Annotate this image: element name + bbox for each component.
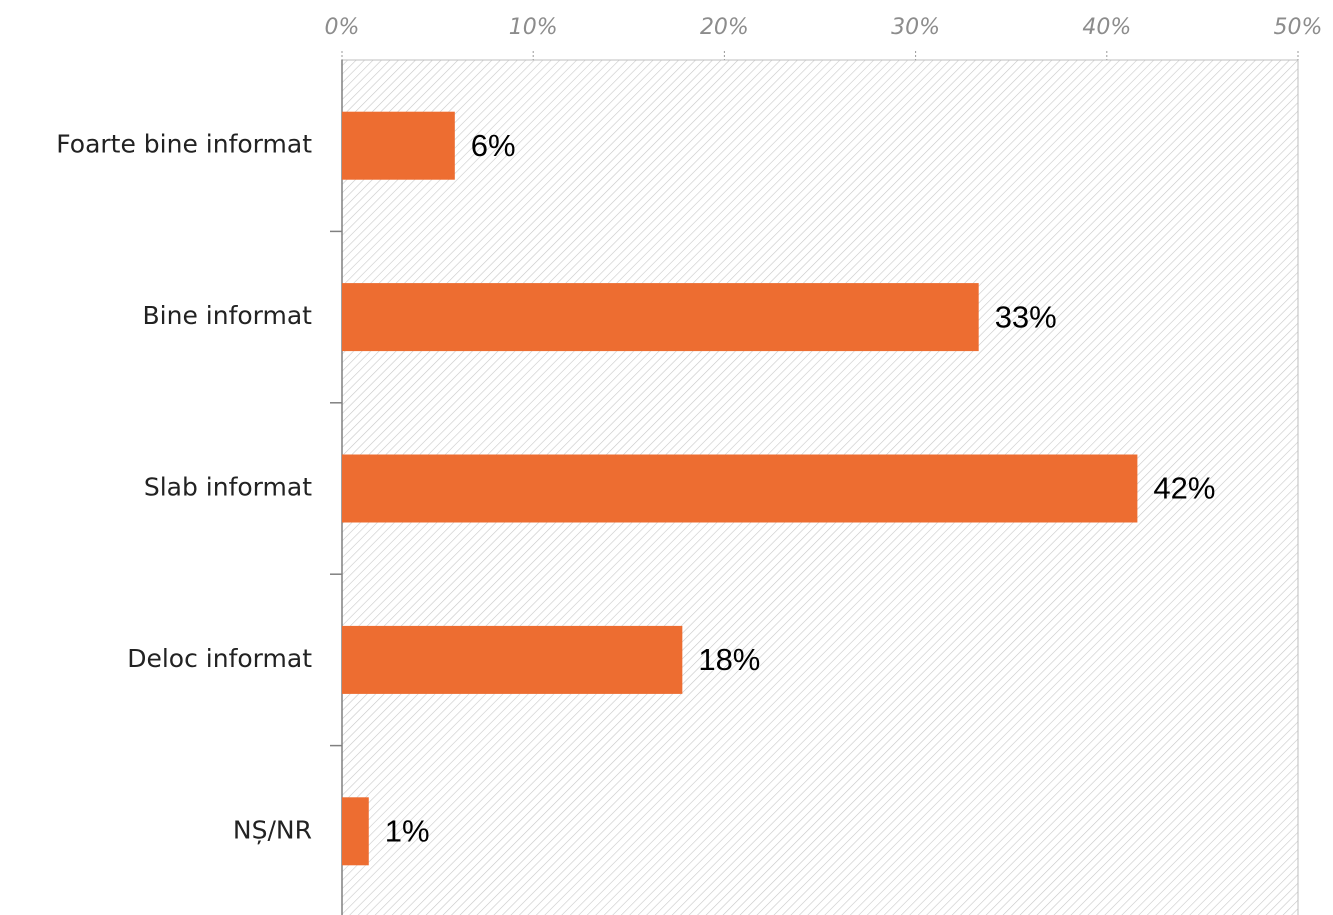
x-tick-label: 50% [1274, 15, 1323, 40]
x-tick-label: 20% [700, 15, 749, 40]
bar [342, 625, 683, 694]
bar [342, 111, 455, 180]
value-label: 18% [698, 642, 760, 677]
x-tick-label: 30% [891, 15, 940, 40]
bar [342, 797, 369, 866]
value-label: 6% [471, 128, 516, 163]
category-label: Foarte bine informat [56, 130, 312, 159]
value-label: 1% [385, 813, 430, 848]
x-tick-label: 40% [1082, 15, 1131, 40]
category-label: Deloc informat [127, 644, 312, 673]
value-label: 42% [1153, 471, 1215, 506]
x-tick-label: 0% [325, 15, 360, 40]
value-label: 33% [995, 299, 1057, 334]
bar [342, 454, 1138, 523]
category-label: NȘ/NR [233, 815, 312, 844]
x-tick-label: 10% [509, 15, 558, 40]
bar [342, 283, 979, 352]
category-label: Bine informat [143, 301, 313, 330]
category-label: Slab informat [144, 473, 312, 502]
